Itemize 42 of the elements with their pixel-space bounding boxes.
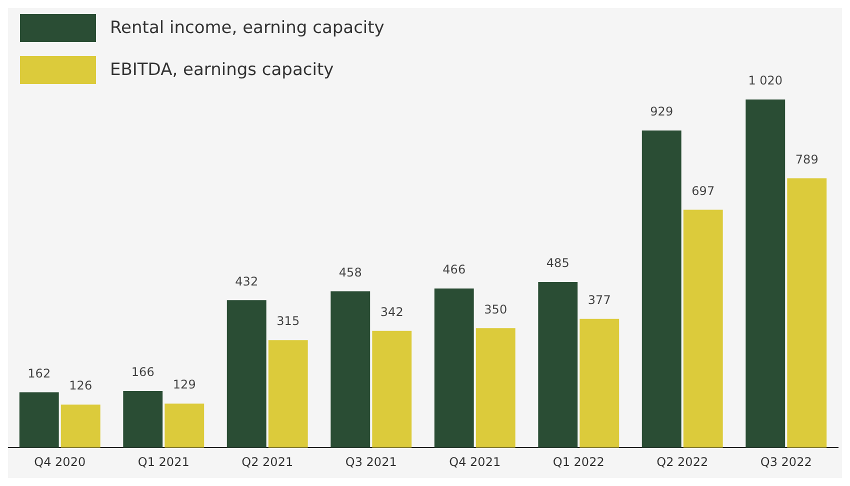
bar: [19, 392, 59, 448]
bar: [60, 404, 100, 448]
data-label: 129: [172, 378, 196, 392]
data-label: 1 020: [748, 74, 783, 88]
data-label: 929: [650, 104, 674, 119]
data-label: 315: [276, 314, 300, 328]
data-label: 377: [588, 293, 611, 308]
bar: [538, 282, 578, 448]
bar: [372, 330, 412, 448]
bar: [580, 318, 620, 448]
x-tick-label: Q2 2022: [656, 454, 708, 469]
x-tick-label: Q2 2021: [242, 454, 294, 469]
data-label: 126: [69, 378, 92, 393]
legend-label: Rental income, earning capacity: [110, 18, 384, 38]
bar: [226, 300, 266, 448]
x-tick-label: Q4 2020: [34, 454, 86, 469]
bar: [476, 328, 516, 448]
data-label: 342: [380, 304, 404, 319]
x-tick-label: Q3 2021: [345, 454, 397, 469]
bar: [268, 340, 308, 448]
bar: [746, 99, 786, 448]
x-tick-label: Q1 2021: [138, 454, 190, 469]
bar: [434, 288, 474, 448]
data-label: 458: [338, 265, 362, 280]
x-tick-label: Q4 2021: [449, 454, 501, 469]
data-label: 166: [131, 365, 154, 380]
bar: [787, 178, 827, 448]
bar: [330, 291, 370, 448]
data-label: 432: [235, 274, 258, 288]
bar: [683, 210, 723, 448]
data-label: 350: [484, 302, 508, 316]
x-tick-label: Q3 2022: [760, 454, 812, 469]
data-label: 697: [692, 184, 715, 198]
x-tick-label: Q1 2022: [552, 454, 604, 469]
data-label: 162: [28, 366, 51, 380]
data-label: 466: [442, 262, 466, 277]
bar: [123, 390, 163, 448]
bar: [642, 130, 682, 448]
data-label: 485: [546, 256, 570, 270]
legend-label: EBITDA, earnings capacity: [110, 60, 334, 80]
data-label: 789: [795, 152, 818, 166]
bar: [164, 404, 204, 448]
